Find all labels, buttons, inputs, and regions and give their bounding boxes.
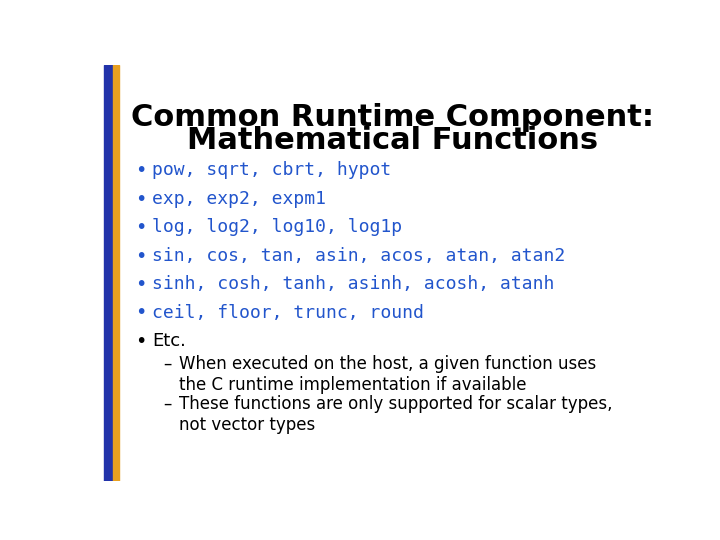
- Text: •: •: [135, 190, 146, 208]
- Text: –: –: [163, 395, 171, 413]
- Text: Common Runtime Component:: Common Runtime Component:: [131, 103, 654, 132]
- Bar: [104, 65, 112, 481]
- Text: sin, cos, tan, asin, acos, atan, atan2: sin, cos, tan, asin, acos, atan, atan2: [152, 247, 565, 265]
- Text: ceil, floor, trunc, round: ceil, floor, trunc, round: [152, 303, 424, 321]
- Text: –: –: [163, 355, 171, 373]
- Text: •: •: [135, 247, 146, 266]
- Text: •: •: [135, 161, 146, 180]
- Text: log, log2, log10, log1p: log, log2, log10, log1p: [152, 218, 402, 236]
- Text: When executed on the host, a given function uses
the C runtime implementation if: When executed on the host, a given funct…: [179, 355, 596, 394]
- Text: These functions are only supported for scalar types,
not vector types: These functions are only supported for s…: [179, 395, 613, 434]
- Text: •: •: [135, 218, 146, 237]
- Text: •: •: [135, 303, 146, 322]
- Text: •: •: [135, 275, 146, 294]
- Text: •: •: [135, 332, 146, 351]
- Text: sinh, cosh, tanh, asinh, acosh, atanh: sinh, cosh, tanh, asinh, acosh, atanh: [152, 275, 554, 293]
- Text: exp, exp2, expm1: exp, exp2, expm1: [152, 190, 326, 207]
- Text: Etc.: Etc.: [152, 332, 186, 350]
- Text: Mathematical Functions: Mathematical Functions: [186, 126, 598, 156]
- Bar: [113, 65, 120, 481]
- Text: pow, sqrt, cbrt, hypot: pow, sqrt, cbrt, hypot: [152, 161, 391, 179]
